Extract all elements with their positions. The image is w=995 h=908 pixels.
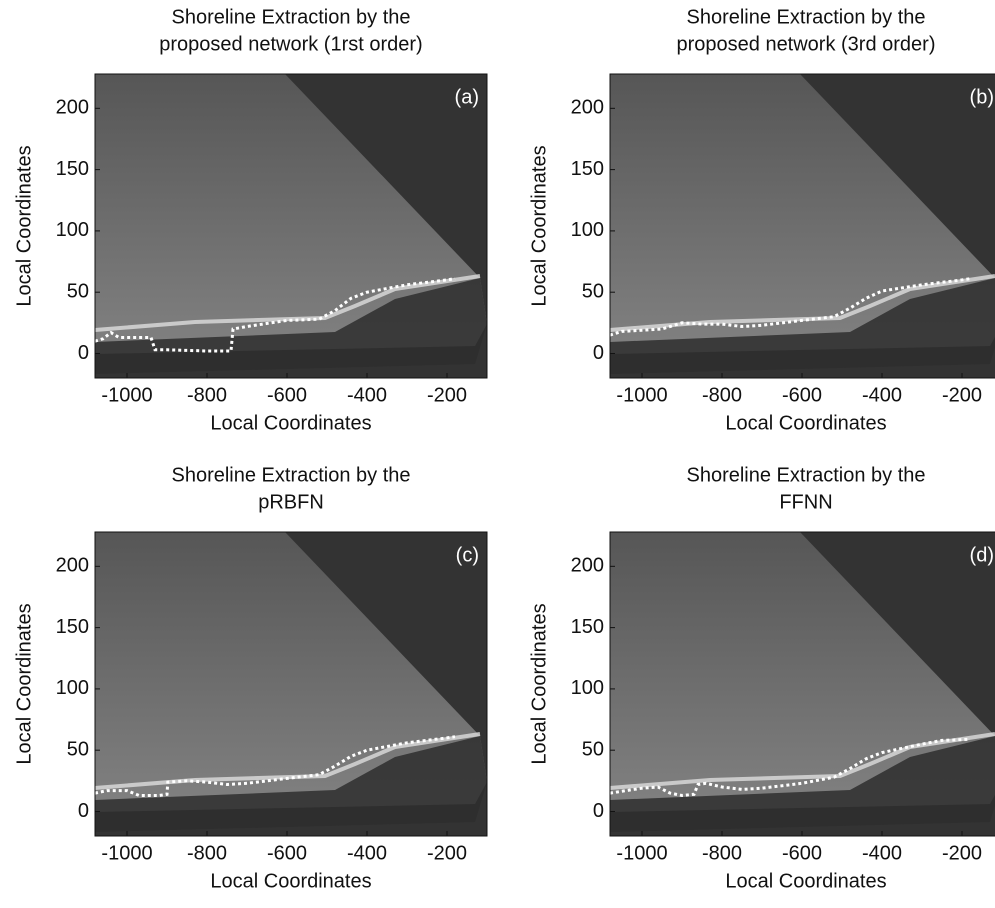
y-axis-label: Local Coordinates bbox=[528, 145, 550, 306]
x-tick-label: -1000 bbox=[616, 842, 667, 864]
y-tick-label: 200 bbox=[571, 97, 604, 119]
x-tick-label: -400 bbox=[347, 384, 387, 406]
x-tick-label: -800 bbox=[187, 384, 227, 406]
x-tick-label: -200 bbox=[427, 842, 467, 864]
y-tick-label: 0 bbox=[593, 800, 604, 822]
panel-label: (d) bbox=[970, 544, 994, 566]
y-tick-label: 50 bbox=[582, 280, 604, 302]
radar-fan bbox=[95, 74, 487, 354]
subplot: -1000 -800 -600 -400 -200 0 50 100 150 200 Shoreli… bbox=[528, 6, 995, 434]
x-axis-label: Local Coordinates bbox=[210, 412, 371, 434]
x-tick-label: -600 bbox=[782, 842, 822, 864]
y-tick-label: 100 bbox=[56, 219, 89, 241]
x-tick-label: -1000 bbox=[616, 384, 667, 406]
shoreline bbox=[94, 277, 456, 353]
y-tick-label: 50 bbox=[67, 280, 89, 302]
subplot: -1000 -800 -600 -400 -200 0 50 100 150 200 Shoreli… bbox=[528, 464, 995, 892]
y-tick-label: 50 bbox=[67, 738, 89, 760]
x-axis-label: Local Coordinates bbox=[210, 870, 371, 892]
radar-fan bbox=[95, 532, 487, 812]
x-tick-label: -400 bbox=[862, 384, 902, 406]
plot-frame bbox=[94, 531, 488, 837]
subplot-title: pRBFN bbox=[258, 491, 324, 513]
subplot-title: Shoreline Extraction by the bbox=[686, 6, 925, 28]
dark-beach bbox=[95, 736, 487, 832]
shoreline bbox=[609, 277, 971, 337]
subplot-title: proposed network (3rd order) bbox=[676, 33, 935, 55]
x-tick-label: -200 bbox=[942, 384, 982, 406]
y-axis-label: Local Coordinates bbox=[13, 603, 35, 764]
bright-shore bbox=[94, 274, 481, 332]
subplot-title: Shoreline Extraction by the bbox=[686, 464, 925, 486]
x-tick-label: -400 bbox=[347, 842, 387, 864]
y-tick-label: 150 bbox=[56, 158, 89, 180]
y-tick-label: 100 bbox=[571, 677, 604, 699]
y-tick-label: 0 bbox=[78, 342, 89, 364]
x-tick-label: -800 bbox=[702, 842, 742, 864]
x-axis-label: Local Coordinates bbox=[725, 412, 886, 434]
radar-fan bbox=[610, 74, 995, 354]
y-tick-label: 150 bbox=[571, 616, 604, 638]
x-tick-label: -200 bbox=[942, 842, 982, 864]
y-tick-label: 200 bbox=[56, 555, 89, 577]
subplot-title: Shoreline Extraction by the bbox=[171, 6, 410, 28]
y-tick-label: 150 bbox=[56, 616, 89, 638]
y-tick-label: 200 bbox=[571, 555, 604, 577]
dark-beach bbox=[610, 736, 995, 832]
plot-frame bbox=[609, 73, 995, 379]
subplot-title: proposed network (1rst order) bbox=[159, 33, 422, 55]
dark-beach bbox=[610, 278, 995, 374]
y-tick-label: 150 bbox=[571, 158, 604, 180]
panel-label: (a) bbox=[455, 86, 479, 108]
y-tick-label: 200 bbox=[56, 97, 89, 119]
y-tick-label: 100 bbox=[571, 219, 604, 241]
x-tick-label: -1000 bbox=[101, 384, 152, 406]
x-axis-label: Local Coordinates bbox=[725, 870, 886, 892]
y-tick-label: 50 bbox=[582, 738, 604, 760]
subplot-title: Shoreline Extraction by the bbox=[171, 464, 410, 486]
x-tick-label: -800 bbox=[702, 384, 742, 406]
x-tick-label: -800 bbox=[187, 842, 227, 864]
y-axis-label: Local Coordinates bbox=[13, 145, 35, 306]
panel-label: (c) bbox=[456, 544, 479, 566]
x-tick-label: -600 bbox=[267, 384, 307, 406]
panel-label: (b) bbox=[970, 86, 994, 108]
x-tick-label: -200 bbox=[427, 384, 467, 406]
subplot: -1000 -800 -600 -400 -200 0 50 100 150 200 Shoreli… bbox=[13, 464, 488, 892]
x-tick-label: -600 bbox=[267, 842, 307, 864]
plot-frame bbox=[94, 73, 488, 379]
y-tick-label: 0 bbox=[78, 800, 89, 822]
plot-frame bbox=[609, 531, 995, 837]
subplot: -1000 -800 -600 -400 -200 0 50 100 150 200 Shoreli… bbox=[13, 6, 488, 434]
radar-fan bbox=[610, 532, 995, 812]
x-tick-label: -600 bbox=[782, 384, 822, 406]
y-tick-label: 100 bbox=[56, 677, 89, 699]
subplot-title: FFNN bbox=[779, 491, 832, 513]
x-tick-label: -400 bbox=[862, 842, 902, 864]
shoreline bbox=[609, 737, 971, 798]
y-axis-label: Local Coordinates bbox=[528, 603, 550, 764]
shoreline bbox=[94, 735, 456, 797]
x-tick-label: -1000 bbox=[101, 842, 152, 864]
y-tick-label: 0 bbox=[593, 342, 604, 364]
